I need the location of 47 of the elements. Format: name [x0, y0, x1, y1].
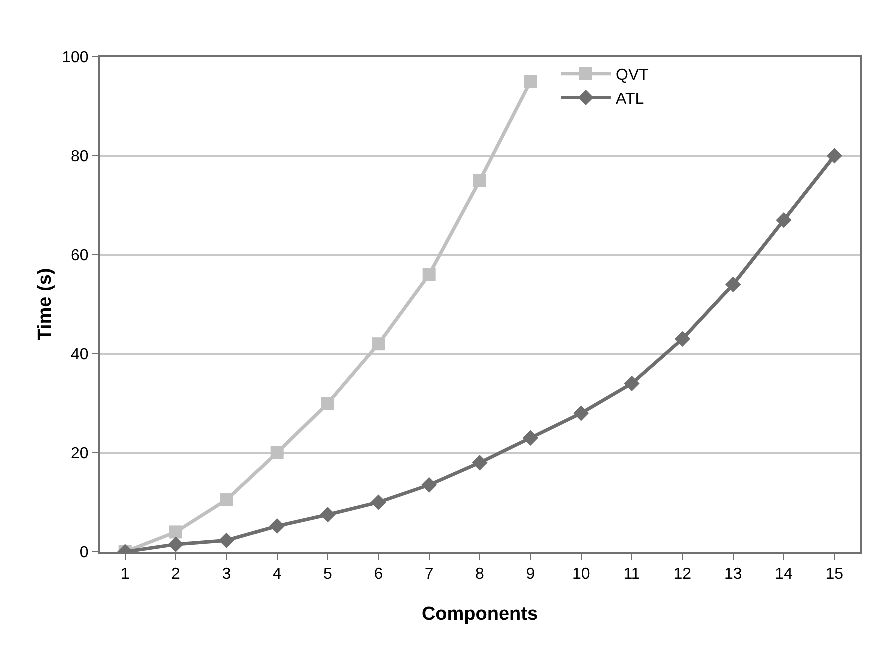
point	[472, 455, 488, 471]
x-tick-label: 11	[624, 566, 640, 584]
point	[776, 212, 792, 228]
point	[218, 532, 234, 548]
y-tick-label: 100	[62, 50, 89, 67]
point	[524, 75, 538, 88]
x-tick-label: 12	[674, 566, 692, 584]
y-axis-title: Time (s)	[35, 268, 56, 341]
x-tick-label: 14	[775, 566, 793, 584]
x-axis-title: Components	[422, 604, 538, 625]
y-tick-label: 80	[71, 148, 89, 166]
point	[574, 406, 590, 422]
point	[270, 446, 284, 460]
point	[370, 494, 386, 510]
x-tick-label: 7	[424, 566, 434, 584]
legend-label: QVT	[616, 67, 650, 84]
x-tick-label: 9	[526, 566, 536, 584]
x-tick-label: 1	[120, 566, 130, 584]
y-tick-label: 20	[71, 446, 89, 463]
point	[320, 507, 336, 523]
x-tick-label: 8	[476, 566, 485, 584]
x-tick-label: 6	[374, 566, 384, 584]
point	[372, 338, 386, 351]
point	[522, 430, 538, 446]
y-tick-label: 40	[71, 346, 89, 364]
point	[168, 536, 184, 552]
point	[826, 148, 842, 164]
x-tick-label: 4	[272, 566, 282, 584]
x-tick-label: 15	[826, 566, 844, 584]
x-tick-label: 3	[222, 566, 232, 584]
point	[322, 397, 334, 410]
point	[422, 268, 436, 282]
y-tick-label: 0	[80, 544, 89, 562]
point	[270, 518, 286, 534]
point	[422, 477, 438, 493]
legend-label: ATL	[616, 90, 644, 108]
y-tick-label: 60	[71, 248, 89, 265]
point	[726, 276, 742, 292]
point	[674, 331, 690, 347]
x-tick-label: 10	[572, 566, 590, 584]
x-tick-label: 13	[724, 566, 742, 584]
point	[474, 174, 486, 188]
point	[624, 376, 640, 392]
x-tick-label: 5	[324, 566, 333, 584]
point	[220, 494, 234, 507]
x-tick-label: 2	[172, 566, 181, 584]
point	[170, 526, 182, 539]
